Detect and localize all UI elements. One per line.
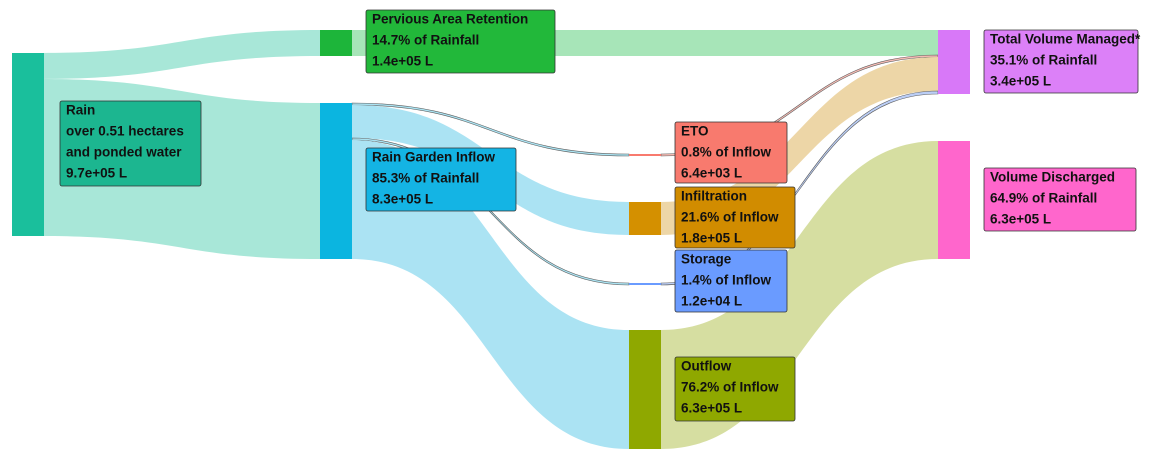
node-label-line: 0.8% of Inflow: [681, 145, 772, 160]
node-label-line: 6.4e+03 L: [681, 166, 742, 181]
node-bar: [629, 283, 661, 285]
node-label-line: 35.1% of Rainfall: [990, 53, 1097, 68]
node-label-box: [674, 121, 788, 184]
node-label-line: ETO: [681, 124, 709, 139]
node-label-line: 6.3e+05 L: [990, 212, 1051, 227]
node-label-box: [674, 356, 796, 422]
node-label-line: 9.7e+05 L: [66, 166, 127, 181]
node-bar: [938, 141, 970, 259]
node-label-line: over 0.51 hectares: [66, 124, 184, 139]
node-label-line: 64.9% of Rainfall: [990, 191, 1097, 206]
node-label-box: [983, 29, 1139, 94]
node-label-box: [365, 147, 517, 212]
node-label-box: [674, 249, 788, 313]
node-label-line: 1.4e+05 L: [372, 54, 433, 69]
node-label-line: Outflow: [681, 359, 732, 374]
node-label-line: and ponded water: [66, 145, 182, 160]
node-label-box: [59, 100, 202, 187]
node-label-line: 3.4e+05 L: [990, 74, 1051, 89]
node-bar: [12, 53, 44, 236]
node-label-line: 1.4% of Inflow: [681, 273, 772, 288]
node-bar: [629, 202, 661, 235]
node-label-line: Infiltration: [681, 189, 747, 204]
node-bar: [938, 30, 970, 94]
nodes: Rain over 0.51 hectares and ponded water 9.…: [12, 9, 1141, 449]
node-bar: [629, 330, 661, 449]
node-label-line: Rain Garden Inflow: [372, 150, 496, 165]
node-label-box: [983, 167, 1137, 232]
node-label-line: Storage: [681, 252, 732, 267]
node-label-line: 1.8e+05 L: [681, 231, 742, 246]
node-label-line: Volume Discharged: [990, 170, 1115, 185]
links: [42, 30, 939, 449]
node-label-box: [365, 9, 556, 74]
flow-link: [352, 140, 629, 449]
node-bar: [629, 154, 661, 156]
node-label-line: 21.6% of Inflow: [681, 210, 779, 225]
node-label-line: 1.2e+04 L: [681, 294, 742, 309]
flow-link: [42, 30, 320, 79]
node-bar: [320, 30, 352, 56]
node-label-line: 76.2% of Inflow: [681, 380, 779, 395]
node-label-line: 8.3e+05 L: [372, 192, 433, 207]
node-label-line: 6.3e+05 L: [681, 401, 742, 416]
node-label-line: Pervious Area Retention: [372, 12, 528, 27]
node-label-line: 85.3% of Rainfall: [372, 171, 479, 186]
node-label-line: Rain: [66, 103, 95, 118]
node-label-line: Total Volume Managed*: [990, 32, 1141, 47]
node-label-line: 14.7% of Rainfall: [372, 33, 479, 48]
node-bar: [320, 103, 352, 259]
node-label-box: [674, 186, 796, 249]
